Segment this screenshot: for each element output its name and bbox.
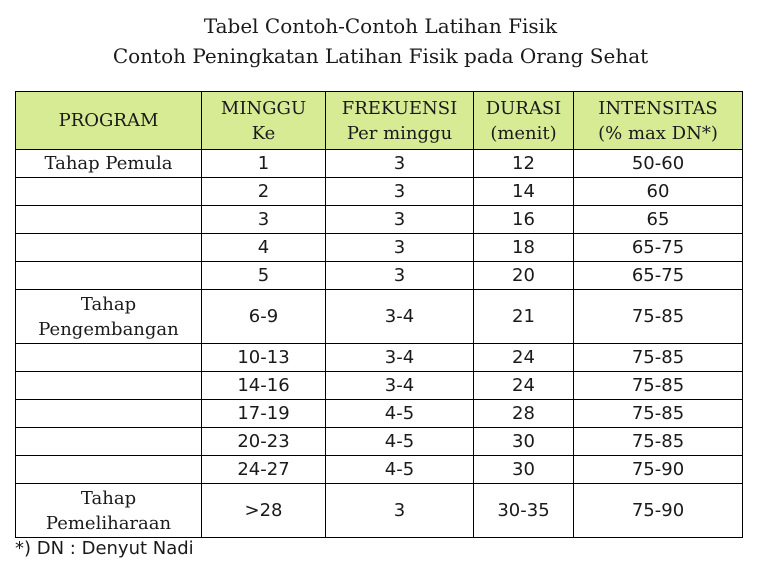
table-row: 5 3 20 65-75 bbox=[15, 261, 743, 290]
cell-durasi: 30-35 bbox=[473, 483, 574, 538]
cell-durasi: 28 bbox=[473, 399, 574, 428]
cell-program: Tahap Pengembangan bbox=[15, 289, 202, 344]
header-durasi-line2: (menit) bbox=[490, 122, 557, 144]
cell-intensitas: 75-85 bbox=[573, 343, 743, 372]
table-row: Tahap Pengembangan 6-9 3-4 21 75-85 bbox=[15, 289, 743, 344]
cell-minggu: 17-19 bbox=[201, 399, 326, 428]
table-row: 17-19 4-5 28 75-85 bbox=[15, 399, 743, 428]
header-durasi-line1: DURASI bbox=[485, 97, 562, 119]
cell-frekuensi: 3-4 bbox=[325, 371, 474, 400]
header-frekuensi-line2: Per minggu bbox=[346, 122, 453, 144]
cell-program bbox=[15, 205, 202, 234]
cell-intensitas: 60 bbox=[573, 177, 743, 206]
cell-frekuensi: 3 bbox=[325, 261, 474, 290]
cell-program bbox=[15, 371, 202, 400]
cell-frekuensi: 4-5 bbox=[325, 399, 474, 428]
cell-program bbox=[15, 261, 202, 290]
header-minggu-line2: Ke bbox=[251, 122, 276, 144]
cell-program bbox=[15, 455, 202, 484]
header-program: PROGRAM bbox=[15, 91, 202, 150]
cell-frekuensi: 3 bbox=[325, 233, 474, 262]
cell-program bbox=[15, 233, 202, 262]
cell-program: Tahap Pemeliharaan bbox=[15, 483, 202, 538]
footnote: *) DN : Denyut Nadi bbox=[15, 538, 194, 559]
cell-durasi: 16 bbox=[473, 205, 574, 234]
cell-minggu: >28 bbox=[201, 483, 326, 538]
table-row: Tahap Pemeliharaan >28 3 30-35 75-90 bbox=[15, 483, 743, 538]
cell-minggu: 5 bbox=[201, 261, 326, 290]
cell-intensitas: 75-85 bbox=[573, 399, 743, 428]
cell-program bbox=[15, 343, 202, 372]
table-subtitle: Contoh Peningkatan Latihan Fisik pada Or… bbox=[112, 44, 649, 68]
cell-minggu: 10-13 bbox=[201, 343, 326, 372]
cell-durasi: 12 bbox=[473, 149, 574, 178]
cell-program bbox=[15, 399, 202, 428]
cell-frekuensi: 3 bbox=[325, 177, 474, 206]
header-program-label: PROGRAM bbox=[58, 109, 159, 131]
cell-minggu: 3 bbox=[201, 205, 326, 234]
cell-durasi: 24 bbox=[473, 371, 574, 400]
cell-program bbox=[15, 427, 202, 456]
header-intensitas: INTENSITAS (% max DN*) bbox=[573, 91, 743, 150]
table-row: 14-16 3-4 24 75-85 bbox=[15, 371, 743, 400]
exercise-table: PROGRAM MINGGU Ke FREKUENSI Per minggu D… bbox=[15, 91, 743, 538]
header-frekuensi: FREKUENSI Per minggu bbox=[325, 91, 474, 150]
cell-program bbox=[15, 177, 202, 206]
table-row: 10-13 3-4 24 75-85 bbox=[15, 343, 743, 372]
cell-durasi: 18 bbox=[473, 233, 574, 262]
cell-intensitas: 65-75 bbox=[573, 233, 743, 262]
cell-frekuensi: 3-4 bbox=[325, 343, 474, 372]
cell-intensitas: 75-85 bbox=[573, 427, 743, 456]
cell-frekuensi: 4-5 bbox=[325, 427, 474, 456]
cell-intensitas: 65-75 bbox=[573, 261, 743, 290]
cell-frekuensi: 4-5 bbox=[325, 455, 474, 484]
table-row: Tahap Pemula 1 3 12 50-60 bbox=[15, 149, 743, 178]
cell-frekuensi: 3 bbox=[325, 205, 474, 234]
table-title: Tabel Contoh-Contoh Latihan Fisik bbox=[203, 14, 558, 38]
header-durasi: DURASI (menit) bbox=[473, 91, 574, 150]
header-intensitas-line1: INTENSITAS bbox=[598, 97, 718, 119]
table-row: 2 3 14 60 bbox=[15, 177, 743, 206]
program-label: Pengembangan bbox=[38, 318, 179, 340]
table-row: 20-23 4-5 30 75-85 bbox=[15, 427, 743, 456]
program-label: Pemeliharaan bbox=[45, 512, 172, 534]
header-frekuensi-line1: FREKUENSI bbox=[341, 97, 458, 119]
cell-intensitas: 50-60 bbox=[573, 149, 743, 178]
cell-intensitas: 75-85 bbox=[573, 371, 743, 400]
table-header-row: PROGRAM MINGGU Ke FREKUENSI Per minggu D… bbox=[15, 91, 743, 150]
cell-durasi: 14 bbox=[473, 177, 574, 206]
cell-minggu: 2 bbox=[201, 177, 326, 206]
program-label: Tahap Pemula bbox=[44, 153, 173, 174]
cell-durasi: 20 bbox=[473, 261, 574, 290]
cell-durasi: 24 bbox=[473, 343, 574, 372]
cell-frekuensi: 3 bbox=[325, 149, 474, 178]
cell-frekuensi: 3 bbox=[325, 483, 474, 538]
cell-minggu: 6-9 bbox=[201, 289, 326, 344]
table-row: 4 3 18 65-75 bbox=[15, 233, 743, 262]
cell-durasi: 30 bbox=[473, 455, 574, 484]
cell-intensitas: 75-90 bbox=[573, 483, 743, 538]
cell-frekuensi: 3-4 bbox=[325, 289, 474, 344]
cell-minggu: 14-16 bbox=[201, 371, 326, 400]
table-row: 24-27 4-5 30 75-90 bbox=[15, 455, 743, 484]
cell-minggu: 20-23 bbox=[201, 427, 326, 456]
cell-intensitas: 65 bbox=[573, 205, 743, 234]
cell-program: Tahap Pemula bbox=[15, 149, 202, 178]
cell-minggu: 4 bbox=[201, 233, 326, 262]
cell-intensitas: 75-85 bbox=[573, 289, 743, 344]
cell-durasi: 21 bbox=[473, 289, 574, 344]
header-intensitas-line2: (% max DN*) bbox=[598, 122, 718, 144]
cell-durasi: 30 bbox=[473, 427, 574, 456]
program-label: Tahap bbox=[80, 293, 137, 315]
program-label: Tahap bbox=[80, 487, 137, 509]
header-minggu: MINGGU Ke bbox=[201, 91, 326, 150]
table-body: Tahap Pemula 1 3 12 50-60 2 3 14 60 3 3 16 65 4 3 18 65-… bbox=[15, 149, 743, 538]
cell-minggu: 24-27 bbox=[201, 455, 326, 484]
header-minggu-line1: MINGGU bbox=[220, 97, 307, 119]
cell-intensitas: 75-90 bbox=[573, 455, 743, 484]
table-row: 3 3 16 65 bbox=[15, 205, 743, 234]
cell-minggu: 1 bbox=[201, 149, 326, 178]
